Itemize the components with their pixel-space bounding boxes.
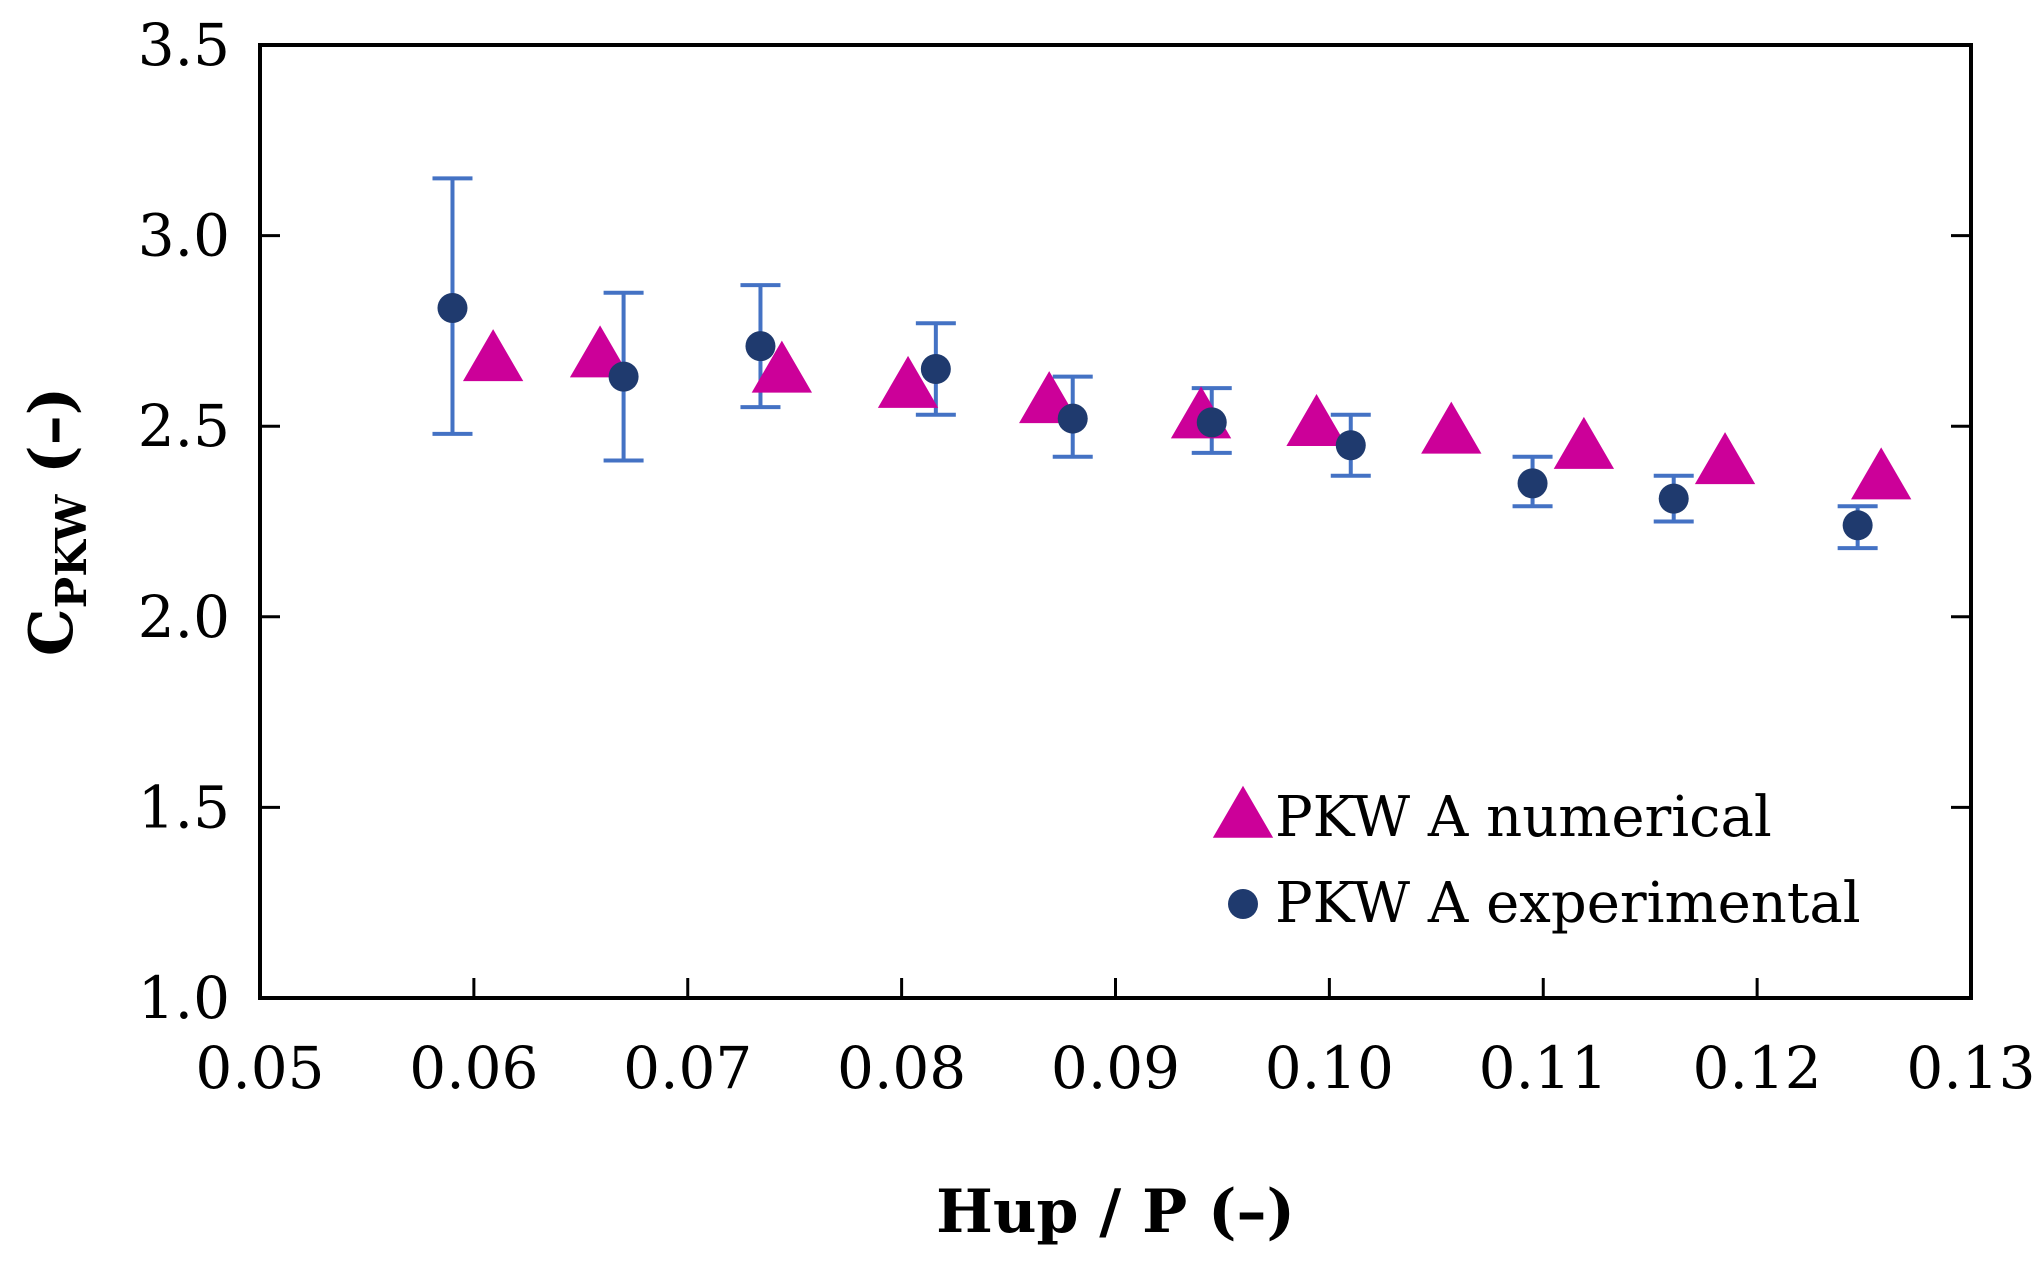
y-axis-title-suffix: (–): [17, 387, 87, 495]
x-tick-label: 0.12: [1693, 1034, 1822, 1102]
numerical-point: [462, 329, 524, 382]
y-axis-title: CPKW (–): [17, 387, 96, 656]
x-axis-title: Hup / P (–): [936, 1177, 1295, 1247]
experimental-point: [437, 293, 468, 324]
legend-circle-marker: [1228, 889, 1258, 919]
y-tick-label: 2.5: [138, 392, 230, 460]
legend: PKW A numerical PKW A experimental: [1212, 785, 1861, 936]
experimental-point: [1517, 468, 1548, 499]
experimental-point: [1658, 483, 1689, 514]
x-tick-label: 0.08: [837, 1034, 966, 1102]
experimental-point: [1335, 430, 1366, 461]
x-tick-label: 0.13: [1906, 1034, 2035, 1102]
legend-triangle-marker: [1212, 785, 1274, 838]
experimental-point: [920, 354, 951, 385]
y-tick-label: 2.0: [138, 583, 230, 651]
experimental-point: [745, 331, 776, 362]
experimental-point: [608, 361, 639, 392]
y-axis-title-subscript: PKW: [47, 494, 96, 609]
x-tick-label: 0.07: [623, 1034, 752, 1102]
x-tick-label: 0.09: [1051, 1034, 1180, 1102]
y-axis-title-main: C: [17, 608, 87, 656]
numerical-point: [751, 340, 813, 393]
legend-label-numerical: PKW A numerical: [1275, 785, 1772, 850]
y-tick-labels: 1.0 1.5 2.0 2.5 3.0 3.5: [138, 11, 230, 1032]
experimental-point: [1057, 403, 1088, 434]
legend-label-experimental: PKW A experimental: [1275, 871, 1861, 936]
y-tick-label: 1.0: [138, 964, 230, 1032]
x-tick-label: 0.06: [409, 1034, 538, 1102]
numerical-point: [1421, 401, 1482, 454]
y-tick-label: 3.0: [138, 202, 230, 270]
experimental-point: [1196, 407, 1227, 438]
numerical-point: [1851, 447, 1912, 500]
x-tick-label: 0.05: [195, 1034, 324, 1102]
numerical-point: [1286, 393, 1347, 446]
x-tick-label: 0.10: [1265, 1034, 1394, 1102]
data-markers: [437, 293, 1912, 541]
numerical-point: [1694, 432, 1756, 485]
x-tick-label: 0.11: [1479, 1034, 1608, 1102]
x-tick-labels: 0.05 0.06 0.07 0.08 0.09 0.10 0.11 0.12 0.13: [195, 1034, 2035, 1102]
y-tick-label: 3.5: [138, 11, 230, 79]
numerical-point: [877, 355, 939, 408]
plot-area-frame: [258, 43, 1973, 1000]
experimental-point: [1842, 510, 1873, 541]
axis-ticks: [258, 43, 1973, 1000]
y-tick-label: 1.5: [138, 773, 230, 841]
numerical-point: [1553, 416, 1615, 469]
